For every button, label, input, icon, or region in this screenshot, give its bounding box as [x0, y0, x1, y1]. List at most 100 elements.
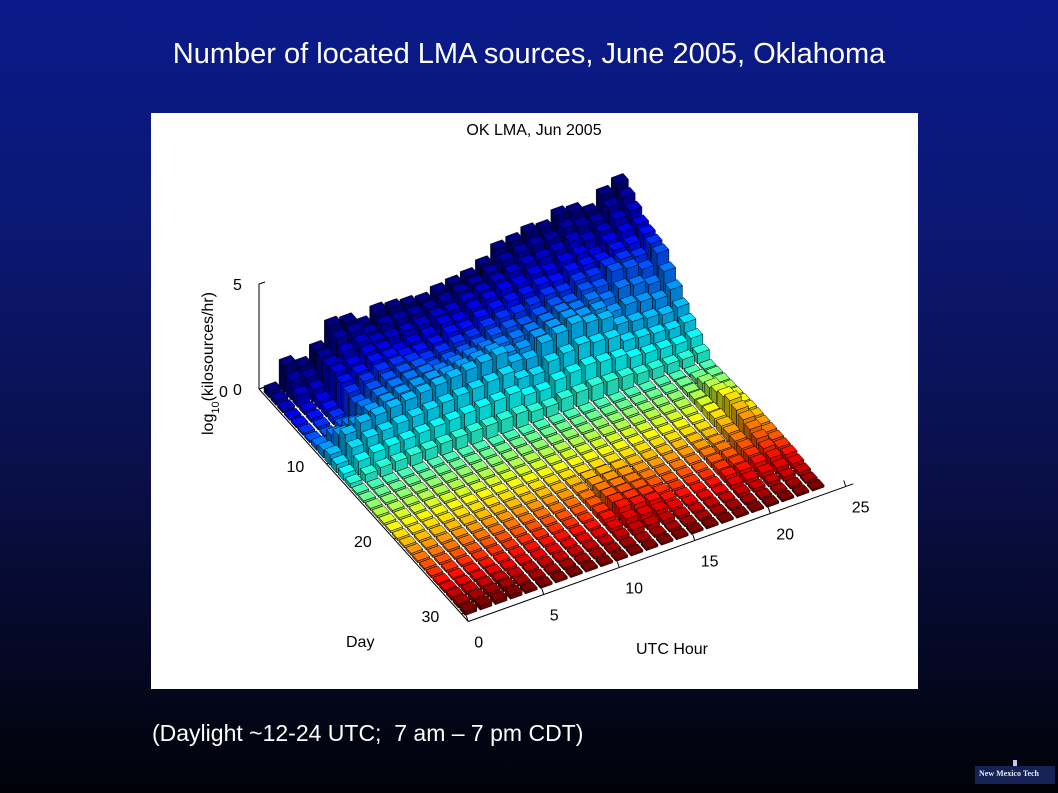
bar-top-face	[339, 424, 358, 436]
bar	[778, 467, 796, 483]
bar	[351, 483, 370, 497]
bar	[428, 524, 447, 538]
bar-top-face	[437, 511, 456, 523]
bar-top-face	[666, 390, 685, 401]
bar	[480, 516, 499, 530]
bar-top-face	[308, 339, 327, 351]
bar-top-face	[661, 354, 680, 365]
bar	[460, 493, 479, 507]
x-tick-label: 15	[701, 554, 719, 571]
bar	[629, 393, 648, 407]
bar-top-face	[480, 415, 499, 427]
bar-top-face	[523, 295, 542, 306]
bar-top-face	[730, 399, 749, 411]
bar	[465, 421, 484, 446]
bar-top-face	[514, 464, 533, 476]
bar	[529, 459, 548, 473]
bar	[746, 500, 765, 514]
bar-top-face	[550, 205, 569, 216]
bar	[401, 494, 420, 508]
bar	[581, 539, 600, 553]
bar	[543, 563, 562, 577]
bar-top-face	[663, 519, 682, 531]
bar-top-face	[633, 327, 652, 338]
bar	[526, 499, 545, 513]
bar-top-face	[538, 535, 556, 546]
bar-top-face	[451, 282, 470, 294]
bar-top-face	[492, 551, 511, 563]
logo-emblem-icon	[975, 760, 1055, 784]
bar-top-face	[749, 453, 768, 464]
bar-top-face	[297, 423, 316, 434]
bar-top-face	[360, 323, 379, 335]
z-label-main: log	[200, 414, 217, 435]
bar-top-face	[633, 441, 652, 453]
bar-top-face	[581, 312, 599, 324]
bar-top-face	[534, 576, 553, 587]
bar-top-face	[386, 500, 405, 511]
x-tick	[767, 507, 771, 514]
x-tick	[541, 588, 545, 595]
bar	[505, 477, 524, 491]
bar-top-face	[611, 527, 630, 538]
bar	[440, 560, 459, 574]
bar-top-face	[486, 299, 505, 310]
bar-top-face	[462, 473, 481, 484]
bar-top-face	[330, 328, 349, 340]
bar-top-face	[609, 347, 628, 359]
bar	[263, 381, 282, 399]
bar-top-face	[452, 506, 471, 518]
bar-top-face	[672, 506, 691, 517]
bar-top-face	[555, 388, 574, 400]
bar	[565, 565, 583, 579]
bar-top-face	[540, 396, 559, 408]
bar-top-face	[665, 498, 684, 509]
bar-top-face	[524, 520, 543, 531]
bar-top-face	[507, 328, 526, 340]
bar-top-face	[695, 488, 714, 500]
bar-top-face	[401, 494, 420, 506]
bar-top-face	[406, 406, 425, 418]
bar	[666, 390, 685, 404]
bar-top-face	[428, 524, 447, 536]
bar-top-face	[395, 487, 413, 498]
bar	[589, 437, 608, 451]
bar-top-face	[668, 458, 687, 470]
bar-top-face	[418, 558, 437, 569]
bar-top-face	[562, 261, 581, 273]
bar-top-face	[579, 230, 598, 242]
bar-top-face	[717, 490, 736, 502]
bar-top-face	[559, 537, 578, 548]
bar	[465, 521, 484, 535]
bar	[520, 471, 539, 486]
bar-top-face	[589, 437, 608, 449]
bar-top-face	[472, 528, 491, 540]
bar-top-face	[536, 555, 555, 567]
bar-top-face	[397, 321, 416, 333]
bar-top-face	[636, 484, 655, 496]
bar-top-face	[432, 573, 451, 584]
bar	[389, 451, 408, 473]
bar	[606, 411, 625, 425]
bar	[769, 482, 788, 496]
bar	[685, 522, 704, 536]
bar-top-face	[761, 495, 780, 506]
bar-top-face	[414, 291, 433, 303]
bar	[648, 436, 667, 450]
bar-top-face	[515, 315, 534, 326]
bar-top-face	[673, 397, 692, 409]
bar-top-face	[631, 461, 650, 472]
bar-top-face	[729, 430, 748, 442]
bar-top-face	[520, 349, 539, 360]
bar	[516, 533, 535, 547]
bar-top-face	[374, 457, 393, 469]
bar-top-face	[409, 357, 428, 368]
bar-top-face	[359, 464, 378, 475]
bar-top-face	[522, 540, 541, 552]
bar-top-face	[756, 462, 775, 474]
bar	[610, 549, 629, 563]
bar-top-face	[603, 452, 622, 464]
bar	[418, 468, 437, 483]
bar-top-face	[416, 363, 435, 374]
bar-top-face	[373, 485, 392, 496]
